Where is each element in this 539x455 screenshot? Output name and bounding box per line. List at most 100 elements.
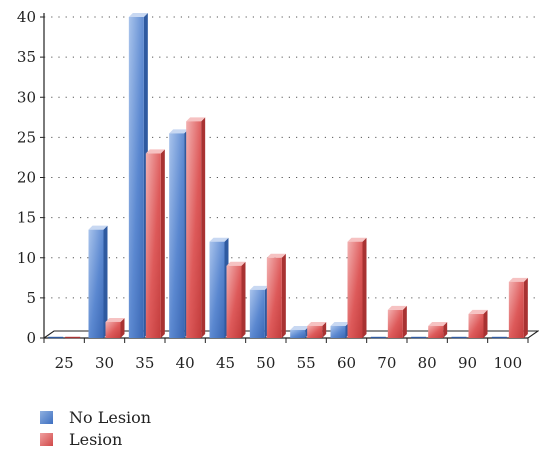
bar-chart: 0 5 10 15 20 25 30 35 40 25 30 35 40 45 50 55 60 70 80 90 1…	[17, 8, 539, 372]
bar-lesion-front	[266, 257, 282, 338]
legend: No Lesion Lesion	[40, 406, 151, 450]
axes	[40, 13, 539, 343]
bar-lesion	[307, 321, 327, 338]
bar-lesion-side	[443, 321, 448, 338]
bar-lesion	[387, 305, 407, 338]
bar-lesion	[508, 277, 528, 338]
bar-lesion-side	[523, 277, 528, 338]
bar-lesion-top	[468, 309, 488, 314]
bar-lesion-side	[281, 253, 286, 338]
bar-no-lesion-front	[128, 17, 144, 338]
bar-lesion-front	[186, 121, 202, 338]
x-tick-label: 70	[377, 354, 396, 372]
x-tick-label: 30	[95, 354, 114, 372]
bars	[48, 13, 528, 339]
y-tick-label: 0	[26, 329, 36, 347]
legend-swatch-no-lesion	[40, 410, 53, 424]
grid-lines	[44, 16, 536, 299]
bar-lesion-front	[307, 325, 323, 338]
bar-no-lesion-top	[290, 325, 310, 330]
bar-lesion-side	[160, 149, 165, 338]
bar-no-lesion-front	[169, 133, 185, 338]
x-tick-label: 50	[256, 354, 275, 372]
bar-no-lesion-top	[249, 285, 269, 290]
y-tick-label: 35	[17, 48, 36, 66]
bar-no-lesion	[128, 13, 148, 338]
bar-no-lesion	[88, 225, 108, 338]
x-tick-labels: 25 30 35 40 45 50 55 60 70 80 90 100	[55, 354, 523, 372]
bar-lesion-top	[145, 149, 165, 154]
legend-label-lesion: Lesion	[69, 429, 123, 449]
bar-lesion-top	[307, 321, 327, 326]
bar-lesion-top	[387, 305, 407, 310]
bar-lesion-front	[226, 265, 242, 338]
x-tick-label: 45	[216, 354, 235, 372]
bar-lesion-side	[201, 117, 206, 338]
bar-lesion-top	[266, 253, 286, 258]
bar-no-lesion-top	[209, 237, 229, 242]
bar-no-lesion-top	[169, 129, 189, 134]
bar-lesion-side	[362, 237, 367, 338]
bar-no-lesion-front	[88, 229, 104, 338]
bar-lesion	[226, 261, 246, 338]
bar-lesion	[468, 309, 488, 338]
bar-lesion-side	[483, 309, 488, 338]
legend-item-no-lesion: No Lesion	[40, 406, 151, 428]
x-tick-label: 55	[297, 354, 316, 372]
bar-lesion-top	[428, 321, 448, 326]
bar-no-lesion-side	[103, 225, 108, 338]
y-tick-label: 20	[17, 169, 36, 187]
bar-no-lesion-front	[249, 289, 265, 338]
bar-no-lesion-top	[128, 13, 148, 17]
bar-lesion-top	[186, 117, 206, 122]
bar-no-lesion	[249, 285, 269, 338]
bar-lesion-front	[468, 313, 484, 338]
x-tick-label: 90	[458, 354, 477, 372]
bar-lesion-side	[322, 321, 327, 338]
legend-label-no-lesion: No Lesion	[69, 407, 152, 427]
x-tick-label: 25	[55, 354, 74, 372]
bar-no-lesion-top	[330, 321, 350, 326]
bar-no-lesion	[290, 325, 310, 338]
y-tick-label: 5	[26, 289, 36, 307]
y-tick-label: 15	[17, 209, 36, 227]
bar-lesion	[266, 253, 286, 338]
bar-lesion-side	[402, 305, 407, 338]
x-tick-label: 60	[337, 354, 356, 372]
bar-lesion-side	[120, 317, 125, 338]
bar-lesion	[145, 149, 165, 338]
bar-lesion-top	[508, 277, 528, 282]
bar-no-lesion-front	[209, 241, 225, 338]
bar-lesion-front	[347, 241, 363, 338]
bar-lesion-front	[145, 153, 161, 338]
bar-no-lesion-front	[290, 329, 306, 338]
bar-lesion-front	[387, 309, 403, 338]
y-tick-label: 25	[17, 128, 36, 146]
x-tick-label: 40	[176, 354, 195, 372]
x-tick-label: 100	[494, 354, 523, 372]
y-tick-label: 30	[17, 88, 36, 106]
bar-no-lesion	[209, 237, 229, 338]
x-tick-label: 35	[135, 354, 154, 372]
bar-no-lesion-front	[330, 325, 346, 338]
bar-lesion-side	[241, 261, 246, 338]
bar-lesion-top	[347, 237, 367, 242]
bar-lesion-front	[105, 321, 121, 338]
bar-lesion	[347, 237, 367, 338]
bar-no-lesion	[330, 321, 350, 338]
legend-swatch-lesion	[40, 432, 53, 446]
bar-lesion-top	[105, 317, 125, 322]
y-tick-label: 10	[17, 249, 36, 267]
y-tick-label: 40	[17, 8, 36, 26]
bar-lesion-front	[508, 281, 524, 338]
bar-lesion	[186, 117, 206, 338]
y-tick-labels: 0 5 10 15 20 25 30 35 40	[17, 8, 36, 347]
bar-no-lesion	[169, 129, 189, 338]
bar-lesion-front	[428, 325, 444, 338]
bar-lesion	[428, 321, 448, 338]
bar-no-lesion-top	[88, 225, 108, 230]
bar-lesion-top	[226, 261, 246, 266]
x-tick-label: 80	[418, 354, 437, 372]
legend-item-lesion: Lesion	[40, 428, 151, 450]
bar-lesion	[105, 317, 125, 338]
